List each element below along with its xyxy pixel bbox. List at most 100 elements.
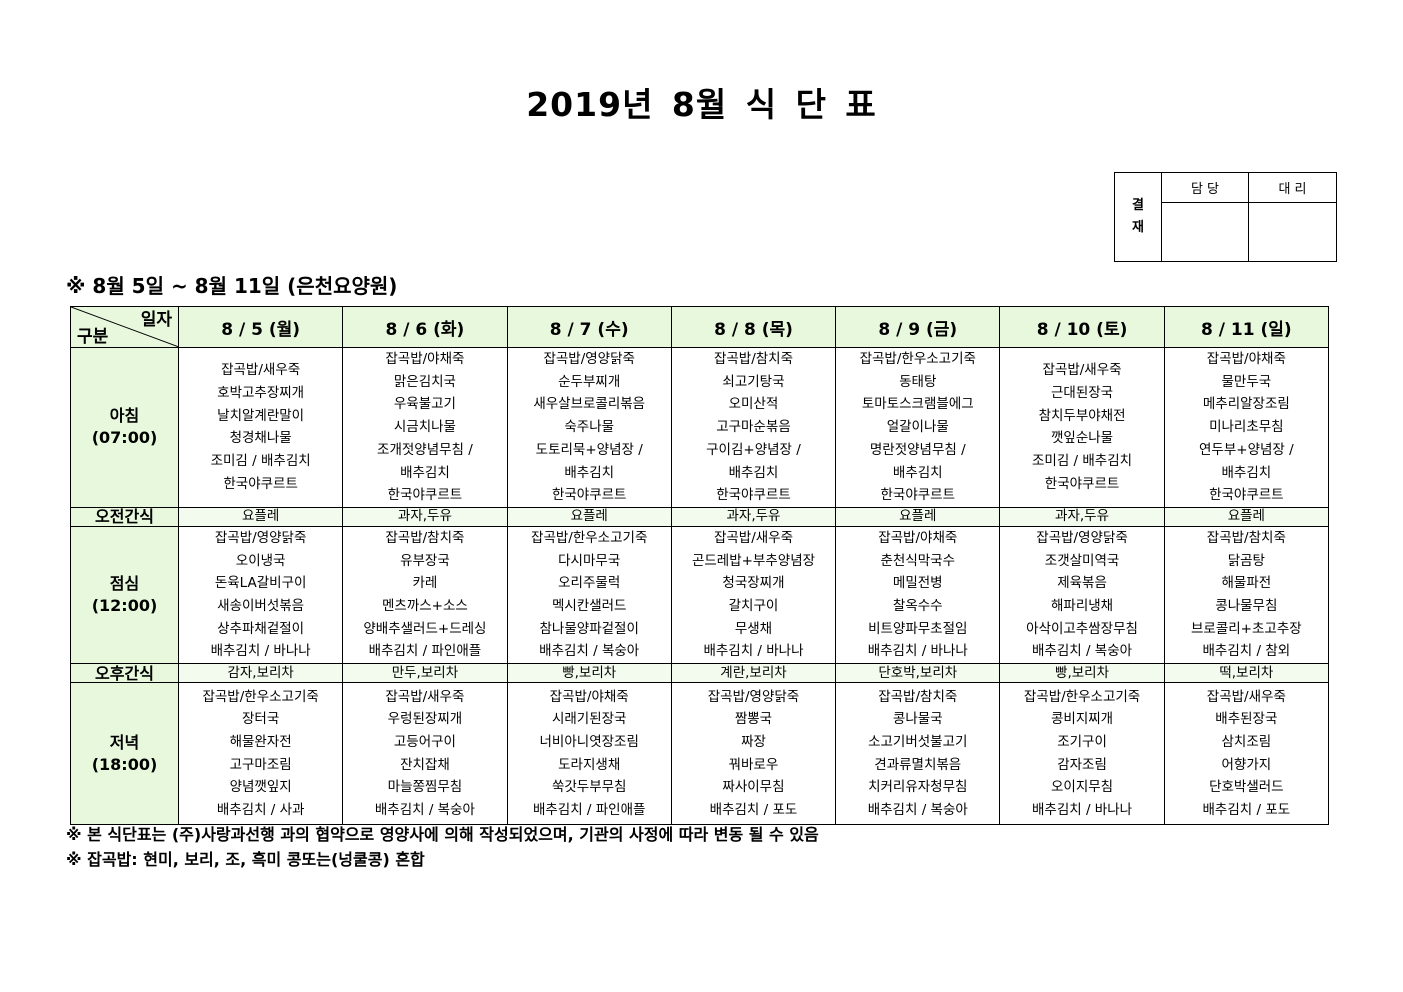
- menu-item: 마늘쫑찜무침: [387, 779, 463, 796]
- menu-item: 참치두부야채전: [1038, 407, 1126, 424]
- approval-box: 결 재 담 당 대 리: [1114, 172, 1337, 262]
- meal-time: (12:00): [91, 596, 158, 616]
- menu-item: 너비아니엿장조림: [539, 733, 639, 750]
- snack-cell: 요플레: [835, 506, 1001, 527]
- menu-item: 잡곡밥/영양닭죽: [543, 351, 635, 367]
- menu-cell: 잡곡밥/새우죽 곤드레밥+부추양념장 청국장찌개 갈치구이 무생채 배추김치 / 바나나: [670, 525, 837, 665]
- menu-item: 깻잎순나물: [1050, 430, 1114, 447]
- menu-item: 잡곡밥/야채죽: [549, 688, 629, 705]
- menu-item: 명란젓양념무침 /: [869, 441, 966, 458]
- menu-item: 배추김치 / 복숭아: [539, 643, 640, 660]
- menu-cell: 잡곡밥/한우소고기죽 콩비지찌개 조기구이 감자조림 오이지무침 배추김치 / 바나나: [999, 682, 1165, 826]
- day-header: 8 / 8 (목): [670, 306, 837, 348]
- snack-cell: 과자,두유: [342, 506, 508, 527]
- menu-item: 시금치나물: [393, 419, 456, 436]
- approval-sign-deputy[interactable]: [1248, 202, 1337, 262]
- approval-sign-staff[interactable]: [1161, 202, 1249, 262]
- menu-item: 배추김치 / 복숭아: [1032, 643, 1133, 660]
- menu-item: 동태탕: [899, 373, 937, 390]
- menu-item: 잡곡밥/새우죽: [713, 529, 794, 546]
- meal-row: 점심 (12:00) 잡곡밥/영양닭죽 오이냉국 돈육LA갈비구이 새송이버섯볶음 상추파채…: [70, 525, 1330, 665]
- menu-item: 잡곡밥/새우죽: [221, 362, 301, 379]
- menu-item: 메추리알장조림: [1202, 396, 1290, 413]
- meal-name: 아침: [109, 406, 140, 426]
- snack-row: 오전간식 요플레 과자,두유 요플레 과자,두유 요플레 과자,두유 요플레: [70, 506, 1330, 527]
- menu-item: 배추김치: [1221, 464, 1272, 481]
- menu-item: 숙주나물: [564, 419, 615, 436]
- menu-cell: 잡곡밥/영양닭죽 오이냉국 돈육LA갈비구이 새송이버섯볶음 상추파채겉절이 배추김치 /…: [177, 525, 344, 665]
- menu-item: 단호박샐러드: [1209, 779, 1284, 796]
- day-header: 8 / 7 (수): [506, 306, 672, 348]
- menu-item: 조개젓양념무침 /: [377, 441, 473, 458]
- menu-item: 오이냉국: [235, 552, 286, 569]
- menu-item: 상추파채겉절이: [217, 620, 305, 637]
- snack-cell: 만두,보리차: [342, 663, 508, 684]
- menu-item: 도토리묵+양념장 /: [535, 441, 643, 458]
- menu-item: 조갯살미역국: [1044, 552, 1120, 569]
- menu-item: 한국야쿠르트: [387, 487, 463, 504]
- menu-item: 꿔바로우: [728, 756, 779, 773]
- menu-item: 콩비지찌개: [1050, 711, 1114, 728]
- menu-item: 배추된장국: [1215, 711, 1278, 728]
- menu-item: 잡곡밥/야채죽: [1206, 351, 1286, 367]
- menu-cell: 잡곡밥/영양닭죽 순두부찌개 새우살브로콜리볶음 숙주나물 도토리묵+양념장 / 배추김치…: [506, 347, 672, 508]
- menu-item: 춘천식막국수: [880, 552, 956, 569]
- menu-item: 잡곡밥/새우죽: [385, 688, 465, 705]
- menu-item: 양배추샐러드+드레싱: [363, 620, 487, 637]
- diagonal-line: [71, 307, 179, 347]
- menu-item: 잡곡밥/참치죽: [878, 688, 958, 705]
- snack-cell: 감자,보리차: [177, 663, 344, 684]
- menu-item: 배추김치 / 복숭아: [374, 802, 475, 819]
- menu-item: 잡곡밥/한우소고기죽: [859, 351, 976, 367]
- menu-item: 멕시칸샐러드: [551, 598, 627, 615]
- menu-item: 짜사이무침: [722, 779, 785, 796]
- menu-item: 견과류멸치볶음: [874, 756, 962, 773]
- approval-label: 결 재: [1114, 172, 1162, 262]
- menu-item: 배추김치 / 포도: [1202, 802, 1291, 819]
- header-row: 일자 구분 8 / 5 (월) 8 / 6 (화) 8 / 7 (수) 8 / 8 (…: [70, 306, 1330, 348]
- day-header: 8 / 11 (일): [1163, 306, 1330, 348]
- menu-cell: 잡곡밥/한우소고기죽 동태탕 토마토스크램블에그 얼갈이나물 명란젓양념무침 / 배추김치…: [835, 347, 1001, 508]
- menu-cell: 잡곡밥/야채죽 춘천식막국수 메밀전병 찰옥수수 비트양파무초절임 배추김치 / 바나나: [835, 525, 1001, 665]
- menu-item: 쇠고기탕국: [722, 373, 785, 390]
- menu-item: 한국야쿠르트: [716, 487, 791, 504]
- meal-name: 오후간식: [95, 663, 154, 683]
- notes: ※ 본 식단표는 (주)사랑과선행 과의 협약으로 영양사에 의해 작성되었으며…: [66, 822, 819, 872]
- snack-cell: 빵,보리차: [506, 663, 672, 684]
- day-header: 8 / 9 (금): [835, 306, 1001, 348]
- menu-item: 닭곰탕: [1227, 552, 1265, 569]
- menu-item: 잡곡밥/참치죽: [1206, 529, 1286, 546]
- menu-item: 배추김치 / 바나나: [867, 643, 968, 660]
- menu-cell: 잡곡밥/야채죽 물만두국 메추리알장조림 미나리초무침 연두부+양념장 / 배추김치 한국야…: [1163, 347, 1330, 508]
- menu-item: 오리주물럭: [558, 575, 621, 592]
- menu-item: 호박고추장찌개: [217, 385, 305, 402]
- menu-item: 배추김치 / 포도: [709, 802, 798, 819]
- menu-cell: 잡곡밥/참치죽 유부장국 카레 멘츠까스+소스 양배추샐러드+드레싱 배추김치 / 파인애…: [342, 525, 508, 665]
- meal-row: 저녁 (18:00) 잡곡밥/한우소고기죽 장터국 해물완자전 고구마조림 양념깻잎지 배추김…: [70, 682, 1330, 826]
- menu-cell: 잡곡밥/새우죽 호박고추장찌개 날치알계란말이 청경채나물 조미김 / 배추김치 한국야쿠…: [177, 347, 344, 508]
- row-label: 아침 (07:00): [70, 347, 179, 508]
- snack-cell: 과자,두유: [999, 506, 1165, 527]
- menu-item: 짜장: [741, 733, 766, 750]
- menu-item: 조미김 / 배추김치: [210, 453, 311, 470]
- note-1: ※ 본 식단표는 (주)사랑과선행 과의 협약으로 영양사에 의해 작성되었으며…: [66, 825, 819, 844]
- approval-header-deputy: 대 리: [1248, 172, 1337, 203]
- menu-table: 일자 구분 8 / 5 (월) 8 / 6 (화) 8 / 7 (수) 8 / 8 (…: [70, 306, 1330, 826]
- menu-item: 비트양파무초절임: [868, 620, 968, 637]
- menu-item: 잡곡밥/영양닭죽: [214, 529, 307, 546]
- menu-item: 청경채나물: [229, 430, 292, 447]
- menu-cell: 잡곡밥/새우죽 근대된장국 참치두부야채전 깻잎순나물 조미김 / 배추김치 한국야쿠르트: [999, 347, 1165, 508]
- menu-item: 잡곡밥/새우죽: [1042, 362, 1122, 379]
- menu-item: 잡곡밥/참치죽: [385, 529, 465, 546]
- menu-item: 오이지무침: [1050, 779, 1114, 796]
- menu-cell: 잡곡밥/영양닭죽 짬뽕국 짜장 꿔바로우 짜사이무침 배추김치 / 포도: [670, 682, 837, 826]
- menu-item: 얼갈이나물: [886, 419, 949, 436]
- menu-item: 조미김 / 배추김치: [1032, 453, 1133, 470]
- menu-item: 오미산적: [728, 396, 779, 413]
- menu-item: 잡곡밥/야채죽: [878, 529, 958, 546]
- menu-item: 유부장국: [400, 552, 450, 569]
- menu-item: 연두부+양념장 /: [1199, 441, 1294, 458]
- approval-label-bottom: 재: [1132, 220, 1144, 235]
- menu-item: 잡곡밥/참치죽: [713, 351, 794, 367]
- menu-item: 우육불고기: [393, 396, 456, 413]
